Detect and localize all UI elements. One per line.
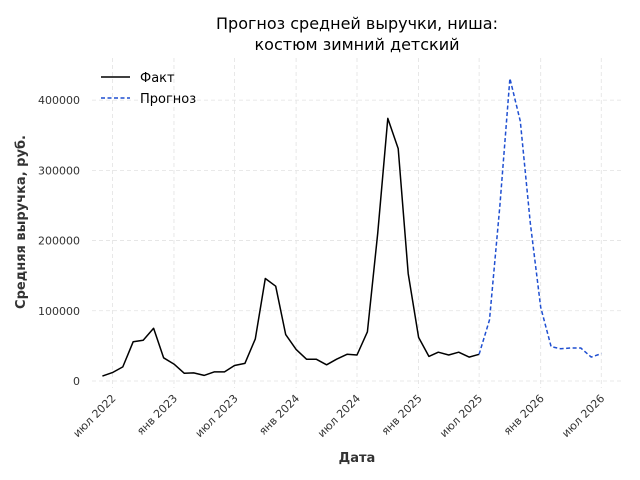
chart-title-line-1: Прогноз средней выручки, ниша:	[216, 14, 498, 33]
data-point-forecast	[600, 352, 602, 354]
data-point-fact	[101, 375, 103, 377]
data-point-fact	[264, 277, 266, 279]
data-point-fact	[468, 356, 470, 358]
data-point-fact	[397, 147, 399, 149]
data-point-fact	[132, 340, 134, 342]
y-tick-label: 100000	[38, 305, 80, 318]
legend-label-fact: Факт	[140, 71, 175, 86]
data-point-fact	[142, 339, 144, 341]
data-point-fact	[437, 351, 439, 353]
data-point-forecast	[529, 222, 531, 224]
data-point-forecast	[559, 347, 561, 349]
data-point-fact	[335, 358, 337, 360]
data-point-fact	[407, 272, 409, 274]
y-axis-label: Средняя выручка, руб.	[14, 135, 29, 309]
data-point-fact	[285, 333, 287, 335]
x-tick-label: янв 2025	[379, 392, 425, 438]
data-point-fact	[274, 285, 276, 287]
data-point-forecast	[519, 120, 521, 122]
data-point-forecast	[488, 319, 490, 321]
data-point-forecast	[550, 345, 552, 347]
data-point-fact	[173, 363, 175, 365]
data-point-fact	[305, 358, 307, 360]
x-axis-label: Дата	[339, 451, 376, 466]
data-point-forecast	[499, 204, 501, 206]
y-tick-label: 300000	[38, 164, 80, 177]
x-tick-label: июл 2022	[70, 392, 118, 440]
data-point-forecast	[539, 306, 541, 308]
data-point-forecast	[509, 77, 511, 79]
data-point-fact	[377, 232, 379, 234]
x-tick-label: янв 2024	[256, 392, 302, 438]
data-point-fact	[295, 348, 297, 350]
data-point-fact	[244, 362, 246, 364]
series-line-forecast	[478, 77, 602, 358]
data-point-fact	[152, 327, 154, 329]
data-point-fact	[447, 354, 449, 356]
chart-title-line-2: костюм зимний детский	[255, 35, 460, 54]
data-point-fact	[366, 331, 368, 333]
data-point-fact	[417, 336, 419, 338]
data-point-fact	[203, 374, 205, 376]
data-point-fact	[111, 371, 113, 373]
series-line-fact	[102, 117, 480, 377]
data-point-fact	[346, 353, 348, 355]
data-point-fact	[122, 366, 124, 368]
data-point-fact	[193, 372, 195, 374]
legend-label-forecast: Прогноз	[140, 92, 196, 107]
x-tick-label: июл 2023	[193, 392, 241, 440]
data-point-fact	[254, 338, 256, 340]
series-layer	[101, 77, 602, 377]
data-point-fact	[387, 117, 389, 119]
legend: Факт Прогноз	[101, 71, 196, 107]
y-tick-label: 0	[73, 375, 80, 388]
y-tick-label: 200000	[38, 235, 80, 248]
x-tick-label: июл 2024	[315, 392, 363, 440]
y-tick-label: 400000	[38, 94, 80, 107]
data-point-fact	[233, 364, 235, 366]
grid-layer	[92, 58, 622, 388]
y-tick-labels: 0 100000 200000 300000 400000	[38, 94, 80, 388]
data-point-forecast	[478, 353, 480, 355]
data-point-forecast	[580, 347, 582, 349]
data-point-forecast	[590, 356, 592, 358]
data-point-fact	[223, 371, 225, 373]
data-point-fact	[162, 357, 164, 359]
data-point-fact	[183, 372, 185, 374]
data-point-forecast	[570, 347, 572, 349]
data-point-fact	[315, 358, 317, 360]
x-tick-label: янв 2026	[501, 392, 547, 438]
x-tick-labels: июл 2022 янв 2023 июл 2023 янв 2024 июл 2024…	[70, 392, 607, 440]
data-point-fact	[325, 364, 327, 366]
x-tick-label: июл 2026	[559, 392, 607, 440]
data-point-fact	[428, 355, 430, 357]
x-tick-label: июл 2025	[437, 392, 485, 440]
data-point-fact	[458, 351, 460, 353]
data-point-fact	[213, 371, 215, 373]
x-tick-label: янв 2023	[134, 392, 180, 438]
data-point-fact	[356, 354, 358, 356]
